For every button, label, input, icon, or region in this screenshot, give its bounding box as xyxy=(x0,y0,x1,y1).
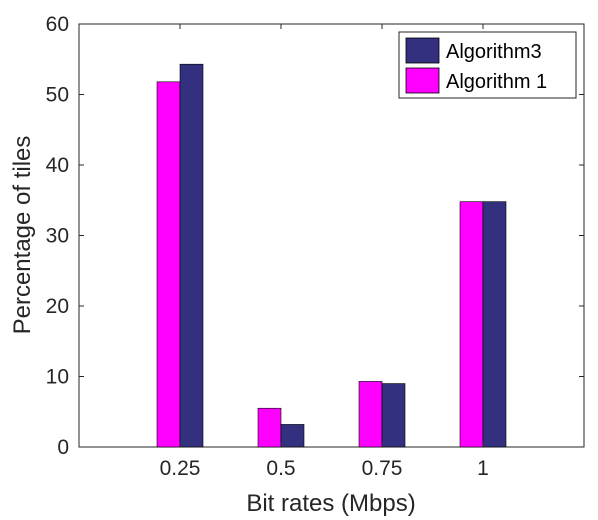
y-axis-ticks: 0 10 20 30 40 50 60 xyxy=(46,13,584,459)
bar-algorithm3-0.5 xyxy=(280,424,305,448)
y-tick-label: 50 xyxy=(46,84,69,107)
bar-algorithm3-0.25 xyxy=(179,63,204,448)
bar-algorithm3-1 xyxy=(482,201,507,448)
x-axis-title: Bit rates (Mbps) xyxy=(246,490,415,517)
bar-algorithm1-0.5 xyxy=(257,407,282,448)
bars-group xyxy=(156,63,507,448)
legend-label-algorithm1: Algorithm 1 xyxy=(446,71,547,93)
bar-algorithm1-1 xyxy=(459,201,484,448)
legend-swatch-algorithm1 xyxy=(405,67,440,94)
x-tick-label: 0.75 xyxy=(362,457,403,480)
y-tick-label: 30 xyxy=(46,225,69,248)
x-tick-label: 0.25 xyxy=(160,457,201,480)
y-tick-label: 60 xyxy=(46,13,69,36)
legend-label-algorithm3: Algorithm3 xyxy=(446,41,542,63)
legend-swatch-algorithm3 xyxy=(405,37,440,64)
y-tick-label: 40 xyxy=(46,154,69,177)
x-tick-label: 1 xyxy=(477,457,489,480)
legend: Algorithm3 Algorithm 1 xyxy=(398,31,577,99)
x-axis-ticks: 0.25 0.5 0.75 1 xyxy=(160,24,489,480)
y-tick-label: 20 xyxy=(46,295,69,318)
x-tick-label: 0.5 xyxy=(266,457,295,480)
bar-algorithm1-0.75 xyxy=(358,381,383,448)
bar-algorithm1-0.25 xyxy=(156,81,181,448)
y-axis-title: Percentage of tiles xyxy=(9,136,36,335)
bar-algorithm3-0.75 xyxy=(381,383,406,448)
y-tick-label: 0 xyxy=(57,436,69,459)
y-tick-label: 10 xyxy=(46,366,69,389)
